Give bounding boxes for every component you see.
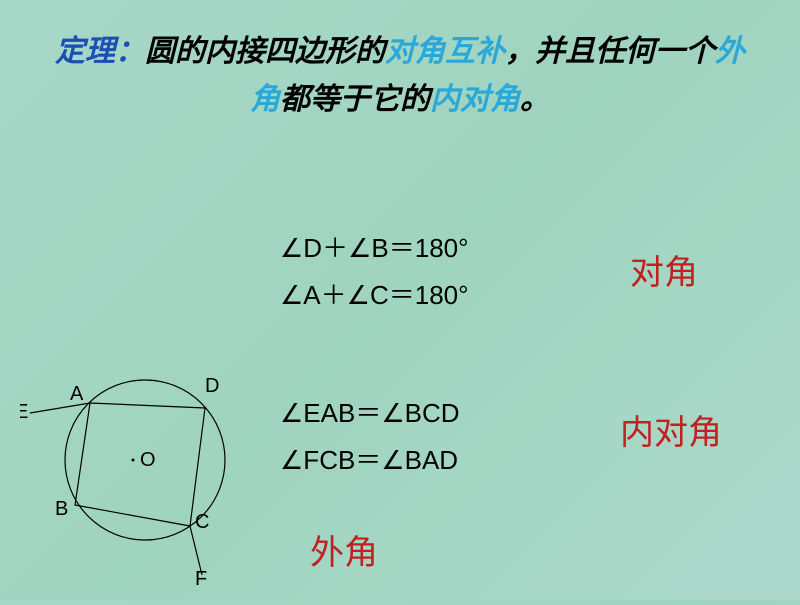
point-label-D: D [205, 375, 219, 397]
point-label-F: F [195, 568, 207, 590]
theorem-fragment: 对角互补 [385, 35, 505, 68]
center-label: O [140, 449, 156, 471]
theorem-fragment: ，并且任何一个 [505, 35, 715, 68]
geometry-diagram: O A B C D E F [20, 350, 270, 600]
theorem-fragment: 圆的内接四边形的 [145, 35, 385, 68]
theorem-text: 定理：圆的内接四边形的对角互补，并且任何一个外角都等于它的内对角。 [0, 0, 800, 124]
point-label-A: A [70, 383, 84, 405]
equation-line: ∠FCB＝∠BAD [280, 437, 460, 484]
equation-line: ∠D＋∠B＝180° [280, 225, 469, 272]
annotation-interior-opposite-angle: 内对角 [620, 405, 722, 454]
equation-block-opposite-angles: ∠D＋∠B＝180° ∠A＋∠C＝180° [280, 225, 469, 319]
annotation-exterior-angle: 外角 [310, 525, 378, 574]
theorem-fragment: 。 [520, 83, 550, 116]
point-label-E: E [20, 401, 28, 423]
theorem-fragment: 定理： [55, 35, 145, 68]
theorem-fragment: 都等于它的 [280, 83, 430, 116]
theorem-fragment: 内对角 [430, 83, 520, 116]
center-point [132, 459, 135, 462]
equation-line: ∠A＋∠C＝180° [280, 272, 469, 319]
equation-line: ∠EAB＝∠BCD [280, 390, 460, 437]
annotation-opposite-angle: 对角 [630, 245, 698, 294]
equation-block-exterior-angles: ∠EAB＝∠BCD ∠FCB＝∠BAD [280, 390, 460, 484]
point-label-B: B [55, 498, 68, 520]
point-label-C: C [195, 511, 209, 533]
